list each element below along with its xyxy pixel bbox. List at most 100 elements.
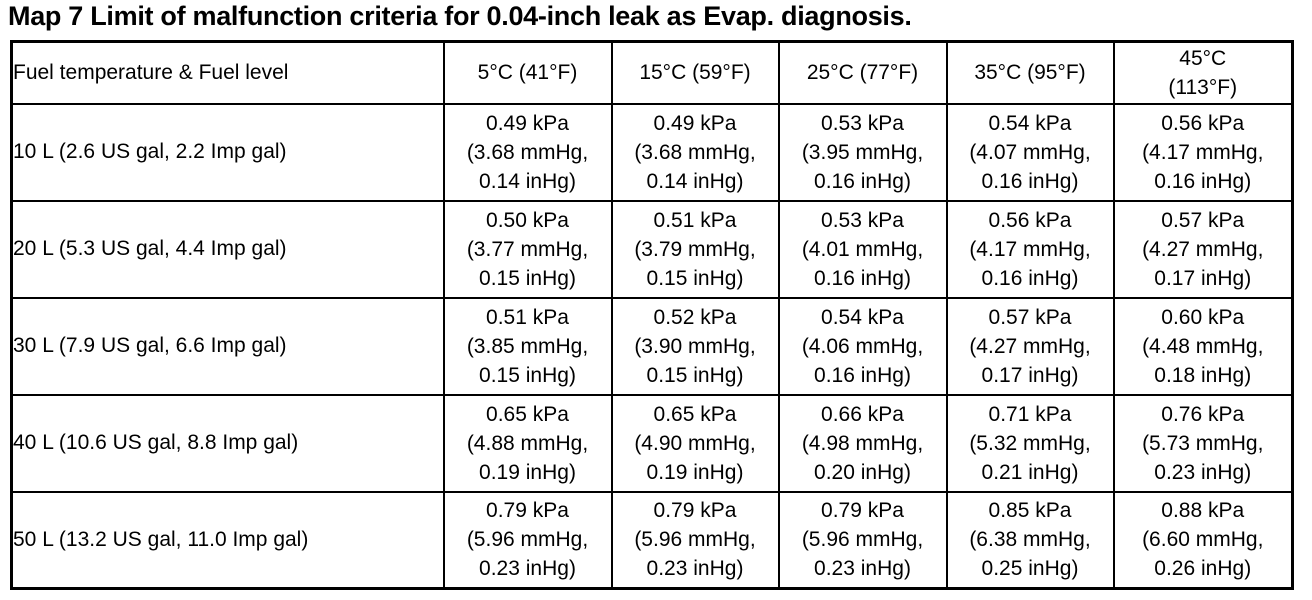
pressure-value-line: 0.56 kPa — [988, 208, 1072, 232]
pressure-value-line: 0.16 inHg) — [814, 169, 911, 193]
pressure-value-line: 0.18 inHg) — [1154, 363, 1252, 387]
pressure-value-line: 0.16 inHg) — [981, 266, 1079, 290]
table-row: 30 L (7.9 US gal, 6.6 Imp gal) 0.51 kPa (3… — [10, 296, 1294, 396]
pressure-value-cell: 0.54 kPa (4.06 mmHg, 0.16 inHg) — [777, 296, 948, 396]
pressure-value-line: 0.49 kPa — [486, 111, 569, 135]
pressure-value-line: 0.17 inHg) — [1154, 266, 1252, 290]
pressure-value-line: 0.16 inHg) — [1154, 169, 1252, 193]
pressure-value-cell: 0.49 kPa (3.68 mmHg, 0.14 inHg) — [442, 102, 613, 202]
pressure-value-line: 0.23 inHg) — [479, 557, 576, 581]
pressure-value-line: 0.53 kPa — [821, 208, 904, 232]
pressure-value-line: 0.50 kPa — [486, 208, 569, 232]
pressure-value-cell: 0.51 kPa (3.79 mmHg, 0.15 inHg) — [610, 199, 780, 299]
pressure-value-line: 0.25 inHg) — [981, 557, 1079, 581]
fuel-level-label: 30 L (7.9 US gal, 6.6 Imp gal) — [10, 296, 445, 396]
pressure-value-cell: 0.79 kPa (5.96 mmHg, 0.23 inHg) — [610, 490, 780, 590]
pressure-value-cell: 0.66 kPa (4.98 mmHg, 0.20 inHg) — [777, 393, 948, 493]
pressure-value-line: (4.98 mmHg, — [801, 431, 924, 455]
temperature-column-header: 45°C (113°F) — [1112, 40, 1294, 105]
pressure-value-line: 0.57 kPa — [1161, 208, 1245, 232]
column-header-line: 15°C (59°F) — [639, 61, 751, 85]
pressure-value-line: 0.54 kPa — [988, 111, 1072, 135]
fuel-level-label: 20 L (5.3 US gal, 4.4 Imp gal) — [10, 199, 445, 299]
row-header-column-title: Fuel temperature & Fuel level — [10, 40, 445, 105]
pressure-value-cell: 0.54 kPa (4.07 mmHg, 0.16 inHg) — [945, 102, 1115, 202]
temperature-column-header: 25°C (77°F) — [777, 40, 948, 105]
pressure-value-line: (5.96 mmHg, — [634, 528, 756, 552]
pressure-value-cell: 0.65 kPa (4.88 mmHg, 0.19 inHg) — [442, 393, 613, 493]
pressure-value-line: 0.23 inHg) — [646, 557, 744, 581]
pressure-value-cell: 0.51 kPa (3.85 mmHg, 0.15 inHg) — [442, 296, 613, 396]
table-row: 40 L (10.6 US gal, 8.8 Imp gal) 0.65 kPa (… — [10, 393, 1294, 493]
pressure-value-cell: 0.88 kPa (6.60 mmHg, 0.26 inHg) — [1112, 490, 1294, 590]
column-header-line: (113°F) — [1168, 75, 1238, 99]
pressure-value-line: 0.76 kPa — [1161, 402, 1245, 426]
pressure-value-line: (4.27 mmHg, — [1142, 237, 1264, 261]
pressure-value-line: 0.53 kPa — [821, 111, 904, 135]
pressure-value-line: 0.79 kPa — [486, 499, 569, 523]
malfunction-criteria-table: Fuel temperature & Fuel level 5°C (41°F) 1… — [10, 40, 1294, 590]
fuel-level-label: 10 L (2.6 US gal, 2.2 Imp gal) — [10, 102, 445, 202]
pressure-value-line: (3.68 mmHg, — [466, 140, 589, 164]
table-header-row: Fuel temperature & Fuel level 5°C (41°F) 1… — [10, 40, 1294, 105]
table-row: 10 L (2.6 US gal, 2.2 Imp gal) 0.49 kPa (3… — [10, 102, 1294, 202]
pressure-value-cell: 0.57 kPa (4.27 mmHg, 0.17 inHg) — [945, 296, 1115, 396]
pressure-value-cell: 0.71 kPa (5.32 mmHg, 0.21 inHg) — [945, 393, 1115, 493]
pressure-value-line: (3.85 mmHg, — [466, 334, 589, 358]
pressure-value-line: 0.15 inHg) — [646, 266, 744, 290]
pressure-value-line: 0.16 inHg) — [814, 363, 911, 387]
pressure-value-line: 0.49 kPa — [653, 111, 737, 135]
pressure-value-line: 0.79 kPa — [653, 499, 737, 523]
pressure-value-line: (4.90 mmHg, — [634, 431, 756, 455]
pressure-value-line: (5.96 mmHg, — [801, 528, 924, 552]
pressure-value-line: 0.14 inHg) — [479, 169, 576, 193]
pressure-value-line: 0.14 inHg) — [646, 169, 744, 193]
pressure-value-line: (4.27 mmHg, — [969, 334, 1091, 358]
pressure-value-line: (3.90 mmHg, — [634, 334, 756, 358]
pressure-value-line: (4.88 mmHg, — [466, 431, 589, 455]
column-header-line: 35°C (95°F) — [974, 61, 1086, 85]
pressure-value-cell: 0.53 kPa (3.95 mmHg, 0.16 inHg) — [777, 102, 948, 202]
pressure-value-line: 0.23 inHg) — [814, 557, 911, 581]
pressure-value-line: 0.20 inHg) — [814, 460, 911, 484]
fuel-level-label: 50 L (13.2 US gal, 11.0 Imp gal) — [10, 490, 445, 590]
pressure-value-line: (3.68 mmHg, — [634, 140, 756, 164]
fuel-level-label: 40 L (10.6 US gal, 8.8 Imp gal) — [10, 393, 445, 493]
pressure-value-line: 0.79 kPa — [821, 499, 904, 523]
pressure-value-line: (5.73 mmHg, — [1142, 431, 1264, 455]
pressure-value-line: (3.95 mmHg, — [801, 140, 924, 164]
pressure-value-cell: 0.65 kPa (4.90 mmHg, 0.19 inHg) — [610, 393, 780, 493]
pressure-value-line: 0.15 inHg) — [479, 363, 576, 387]
pressure-value-line: (5.96 mmHg, — [466, 528, 589, 552]
temperature-column-header: 35°C (95°F) — [945, 40, 1115, 105]
pressure-value-line: 0.51 kPa — [486, 305, 569, 329]
pressure-value-line: 0.54 kPa — [821, 305, 904, 329]
pressure-value-line: 0.65 kPa — [653, 402, 737, 426]
pressure-value-line: (4.48 mmHg, — [1142, 334, 1264, 358]
pressure-value-cell: 0.52 kPa (3.90 mmHg, 0.15 inHg) — [610, 296, 780, 396]
pressure-value-cell: 0.50 kPa (3.77 mmHg, 0.15 inHg) — [442, 199, 613, 299]
pressure-value-line: 0.15 inHg) — [646, 363, 744, 387]
pressure-value-line: 0.65 kPa — [486, 402, 569, 426]
pressure-value-line: 0.19 inHg) — [479, 460, 576, 484]
temperature-column-header: 15°C (59°F) — [610, 40, 780, 105]
pressure-value-line: 0.19 inHg) — [646, 460, 744, 484]
pressure-value-line: (3.77 mmHg, — [466, 237, 589, 261]
column-header-line: 45°C — [1179, 46, 1227, 70]
pressure-value-cell: 0.56 kPa (4.17 mmHg, 0.16 inHg) — [1112, 102, 1294, 202]
pressure-value-line: 0.17 inHg) — [981, 363, 1079, 387]
pressure-value-cell: 0.60 kPa (4.48 mmHg, 0.18 inHg) — [1112, 296, 1294, 396]
column-header-line: 25°C (77°F) — [806, 61, 919, 85]
pressure-value-line: (4.17 mmHg, — [1142, 140, 1264, 164]
temperature-column-header: 5°C (41°F) — [442, 40, 613, 105]
pressure-value-line: 0.56 kPa — [1161, 111, 1245, 135]
table-body: 10 L (2.6 US gal, 2.2 Imp gal) 0.49 kPa (3… — [10, 102, 1294, 590]
pressure-value-line: (5.32 mmHg, — [969, 431, 1091, 455]
pressure-value-line: 0.26 inHg) — [1154, 557, 1252, 581]
pressure-value-line: (4.17 mmHg, — [969, 237, 1091, 261]
pressure-value-line: 0.15 inHg) — [479, 266, 576, 290]
column-header-line: 5°C (41°F) — [477, 61, 578, 85]
pressure-value-cell: 0.85 kPa (6.38 mmHg, 0.25 inHg) — [945, 490, 1115, 590]
pressure-value-cell: 0.79 kPa (5.96 mmHg, 0.23 inHg) — [777, 490, 948, 590]
